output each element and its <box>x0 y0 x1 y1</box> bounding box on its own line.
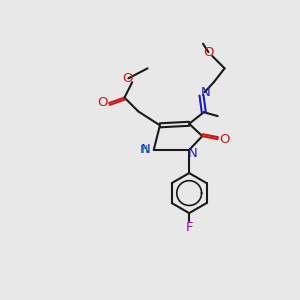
Text: O: O <box>122 72 133 85</box>
Text: H: H <box>140 145 148 155</box>
Text: O: O <box>203 46 214 59</box>
Text: N: N <box>200 86 210 99</box>
Text: F: F <box>185 221 193 234</box>
Text: N: N <box>188 147 198 160</box>
Text: N: N <box>141 143 151 157</box>
Text: O: O <box>97 97 107 110</box>
Text: O: O <box>219 133 230 146</box>
